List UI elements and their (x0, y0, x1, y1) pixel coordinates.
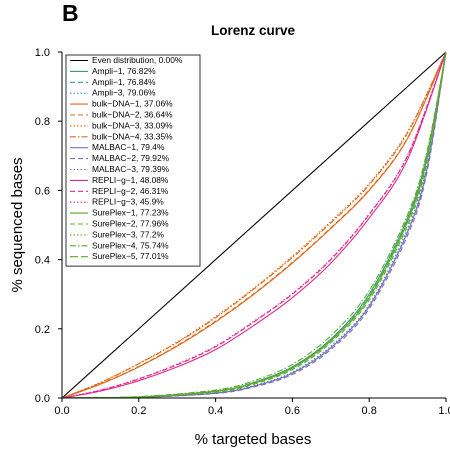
legend-label-4: bulk−DNA−1, 37.06% (92, 99, 173, 109)
legend-label-7: bulk−DNA−4, 33.35% (92, 131, 173, 141)
legend-label-16: SurePlex−3, 77.2% (92, 229, 164, 239)
y-tick-label-5: 1.0 (35, 47, 50, 59)
legend-label-15: SurePlex−2, 77.96% (92, 219, 169, 229)
series-line-11 (61, 51, 447, 399)
y-tick-label-0: 0.0 (35, 393, 50, 405)
chart-title: Lorenz curve (211, 23, 296, 38)
y-tick-label-3: 0.6 (35, 185, 50, 197)
x-tick-label-0: 0.0 (54, 405, 69, 417)
x-tick-label-2: 0.4 (208, 405, 223, 417)
series-line-10 (61, 51, 447, 399)
x-tick-label-1: 0.2 (131, 405, 146, 417)
legend-label-10: MALBAC−3, 79.39% (92, 164, 170, 174)
axes: 0.0 0.2 0.4 0.6 0.8 1.0 0.0 0.2 0.4 0.6 0.8 1.0 (35, 47, 450, 417)
x-tick-label-3: 0.6 (285, 405, 300, 417)
panel-letter: B (62, 0, 79, 26)
series-line-17 (61, 51, 447, 399)
legend-label-17: SurePlex−4, 75.74% (92, 240, 169, 250)
series-line-13 (61, 51, 447, 399)
legend-label-2: Ampli−1, 76.84% (92, 77, 156, 87)
legend-label-5: bulk−DNA−2, 36.64% (92, 110, 173, 120)
legend-label-13: REPLI−g−3, 45.9% (92, 197, 164, 207)
x-tick-label-5: 1.0 (438, 405, 450, 417)
y-tick-label-2: 0.4 (35, 255, 50, 267)
legend-label-18: SurePlex−5, 77.01% (92, 251, 169, 261)
x-axis-label: % targeted bases (195, 431, 312, 448)
legend-label-0: Even distribution, 0.00% (92, 55, 183, 65)
x-tick-label-4: 0.8 (362, 405, 377, 417)
y-axis-label: % sequenced bases (9, 157, 26, 292)
y-tick-label-4: 0.8 (35, 116, 50, 128)
legend-label-12: REPLI−g−2, 46.31% (92, 186, 169, 196)
series-line-0 (61, 51, 447, 399)
legend-box (65, 54, 201, 267)
series-line-7 (61, 51, 447, 399)
legend-label-11: REPLI−g−1, 48.08% (92, 175, 169, 185)
series-line-18 (61, 51, 447, 399)
legend-label-1: Ampli−1, 76.82% (92, 66, 156, 76)
y-tick-label-1: 0.2 (35, 324, 50, 336)
legend-label-3: Ampli−3, 79.06% (92, 88, 156, 98)
legend: Even distribution, 0.00%Ampli−1, 76.82%A… (65, 54, 201, 267)
legend-label-14: SurePlex−1, 77.23% (92, 208, 169, 218)
legend-label-8: MALBAC−1, 79.4% (92, 142, 165, 152)
series-line-5 (61, 51, 447, 399)
legend-label-6: bulk−DNA−3, 33.09% (92, 120, 173, 130)
series-lines (61, 51, 447, 399)
legend-label-9: MALBAC−2, 79.92% (92, 153, 170, 163)
